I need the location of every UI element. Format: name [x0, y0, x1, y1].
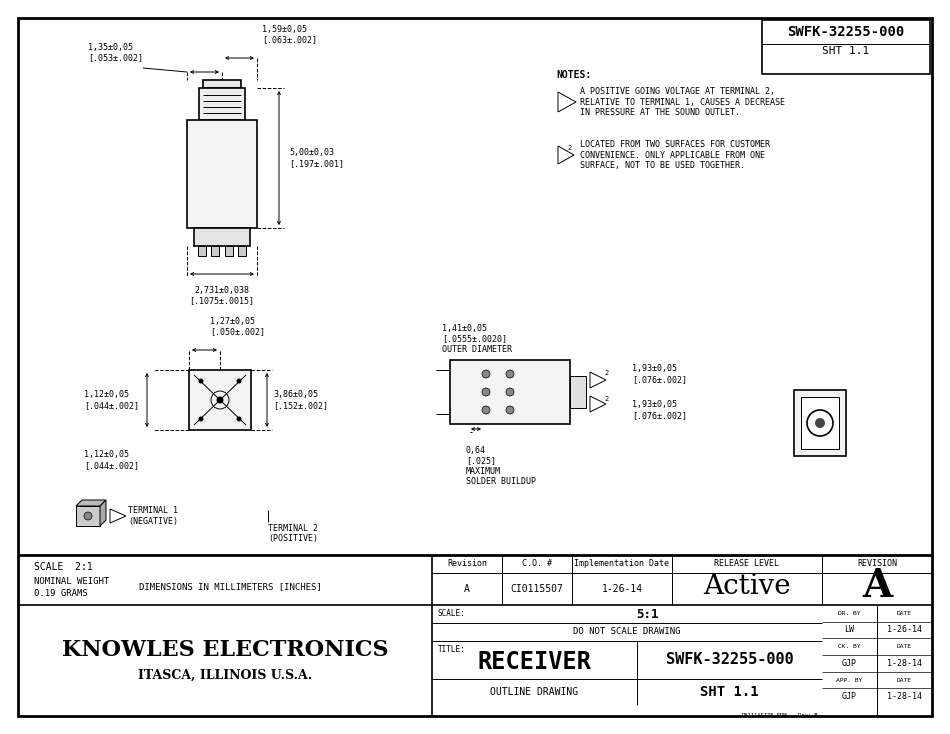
- Text: Rev: B: Rev: B: [797, 713, 817, 718]
- Text: LW: LW: [845, 625, 854, 634]
- Text: 5:1: 5:1: [636, 608, 658, 620]
- Bar: [794, 390, 846, 456]
- Text: 1,93±0,05
[.076±.002]: 1,93±0,05 [.076±.002]: [632, 364, 687, 384]
- Text: NOMINAL WEIGHT: NOMINAL WEIGHT: [34, 576, 109, 586]
- Circle shape: [482, 370, 490, 378]
- Text: DATE: DATE: [897, 644, 912, 649]
- Text: 2: 2: [604, 396, 608, 402]
- Text: OUTLINE DRAWING: OUTLINE DRAWING: [490, 687, 579, 697]
- Text: NOTES:: NOTES:: [556, 70, 591, 80]
- Text: 3,86±0,05
[.152±.002]: 3,86±0,05 [.152±.002]: [273, 390, 328, 410]
- Text: 1,93±0,05
[.076±.002]: 1,93±0,05 [.076±.002]: [632, 400, 687, 420]
- Text: 1-26-14: 1-26-14: [601, 584, 642, 594]
- Circle shape: [84, 512, 92, 520]
- Text: TERMINAL 1
(NEGATIVE): TERMINAL 1 (NEGATIVE): [128, 506, 178, 526]
- Text: DATE: DATE: [897, 677, 912, 683]
- Text: 0.19 GRAMS: 0.19 GRAMS: [34, 589, 87, 597]
- Bar: [211, 246, 219, 256]
- Text: REVISION: REVISION: [857, 559, 897, 569]
- Text: DO NOT SCALE DRAWING: DO NOT SCALE DRAWING: [573, 628, 681, 636]
- Text: ITASCA, ILLINOIS U.S.A.: ITASCA, ILLINOIS U.S.A.: [138, 669, 312, 681]
- Text: 1,59±0,05
[.063±.002]: 1,59±0,05 [.063±.002]: [262, 25, 317, 44]
- Bar: [801, 397, 839, 449]
- Text: RE111ASIZE.FRM: RE111ASIZE.FRM: [742, 713, 788, 718]
- Text: DR. BY: DR. BY: [838, 611, 861, 616]
- Text: 2: 2: [567, 145, 571, 151]
- Text: SHT 1.1: SHT 1.1: [823, 46, 869, 56]
- Polygon shape: [100, 500, 106, 526]
- Circle shape: [815, 418, 825, 428]
- Text: SWFK-32255-000: SWFK-32255-000: [666, 653, 793, 667]
- Circle shape: [217, 396, 223, 404]
- Text: SCALE  2:1: SCALE 2:1: [34, 562, 93, 572]
- Text: 1-28-14: 1-28-14: [887, 692, 922, 701]
- Text: 1-26-14: 1-26-14: [887, 625, 922, 634]
- Circle shape: [482, 388, 490, 396]
- Text: TERMINAL 2
(POSITIVE): TERMINAL 2 (POSITIVE): [268, 524, 318, 543]
- Text: LOCATED FROM TWO SURFACES FOR CUSTOMER
CONVENIENCE. ONLY APPLICABLE FROM ONE
SUR: LOCATED FROM TWO SURFACES FOR CUSTOMER C…: [580, 140, 770, 170]
- Bar: [238, 246, 246, 256]
- Text: 2: 2: [604, 370, 608, 376]
- Text: 1,12±0,05
[.044±.002]: 1,12±0,05 [.044±.002]: [84, 450, 139, 470]
- Text: Implementation Date: Implementation Date: [575, 559, 670, 569]
- Text: DIMENSIONS IN MILLIMETERS [INCHES]: DIMENSIONS IN MILLIMETERS [INCHES]: [139, 583, 321, 592]
- Text: CK. BY: CK. BY: [838, 644, 861, 649]
- Bar: [76, 506, 100, 526]
- Text: Revision: Revision: [447, 559, 487, 569]
- Text: RECEIVER: RECEIVER: [478, 650, 592, 674]
- Circle shape: [199, 379, 203, 383]
- Text: 5,00±0,03
[.197±.001]: 5,00±0,03 [.197±.001]: [289, 148, 344, 167]
- Text: 1-28-14: 1-28-14: [887, 659, 922, 668]
- Bar: [203, 80, 241, 88]
- Text: 1,27±0,05
[.050±.002]: 1,27±0,05 [.050±.002]: [210, 316, 265, 336]
- Text: A: A: [464, 584, 470, 594]
- Text: TITLE:: TITLE:: [438, 645, 466, 654]
- Bar: [198, 246, 206, 256]
- Text: C.O. #: C.O. #: [522, 559, 552, 569]
- Bar: [570, 376, 586, 408]
- Text: SCALE:: SCALE:: [438, 609, 466, 619]
- Text: KNOWLES ELECTRONICS: KNOWLES ELECTRONICS: [62, 639, 389, 661]
- Text: DATE: DATE: [897, 611, 912, 616]
- Text: 1,12±0,05
[.044±.002]: 1,12±0,05 [.044±.002]: [84, 390, 139, 410]
- Text: CI0115507: CI0115507: [510, 584, 563, 594]
- Text: 0,64
[.025]
MAXIMUM
SOLDER BUILDUP: 0,64 [.025] MAXIMUM SOLDER BUILDUP: [466, 446, 536, 486]
- Bar: [189, 370, 251, 430]
- Circle shape: [506, 370, 514, 378]
- Bar: [187, 120, 257, 228]
- Text: A: A: [862, 567, 892, 605]
- Text: 1,35±0,05
[.053±.002]: 1,35±0,05 [.053±.002]: [88, 43, 143, 62]
- Text: RELEASE LEVEL: RELEASE LEVEL: [714, 559, 780, 569]
- Text: A POSITIVE GOING VOLTAGE AT TERMINAL 2,
RELATIVE TO TERMINAL 1, CAUSES A DECREAS: A POSITIVE GOING VOLTAGE AT TERMINAL 2, …: [580, 87, 785, 117]
- Text: SWFK-32255-000: SWFK-32255-000: [788, 25, 904, 39]
- Bar: [225, 246, 233, 256]
- Text: APP. BY: APP. BY: [836, 677, 863, 683]
- Bar: [762, 20, 930, 74]
- Text: Active: Active: [703, 573, 790, 600]
- Circle shape: [237, 379, 241, 383]
- Bar: [199, 88, 245, 120]
- Text: SHT 1.1: SHT 1.1: [700, 685, 759, 699]
- Text: 2,731±0,038
[.1075±.0015]: 2,731±0,038 [.1075±.0015]: [189, 286, 255, 305]
- Circle shape: [199, 416, 203, 421]
- Text: GJP: GJP: [842, 659, 857, 668]
- Circle shape: [506, 388, 514, 396]
- Circle shape: [237, 416, 241, 421]
- Text: GJP: GJP: [842, 692, 857, 701]
- Text: 1,41±0,05
[.0555±.0020]
OUTER DIAMETER: 1,41±0,05 [.0555±.0020] OUTER DIAMETER: [442, 324, 512, 354]
- Circle shape: [482, 406, 490, 414]
- Polygon shape: [76, 500, 106, 506]
- Bar: [450, 360, 570, 424]
- Circle shape: [506, 406, 514, 414]
- Bar: [194, 228, 250, 246]
